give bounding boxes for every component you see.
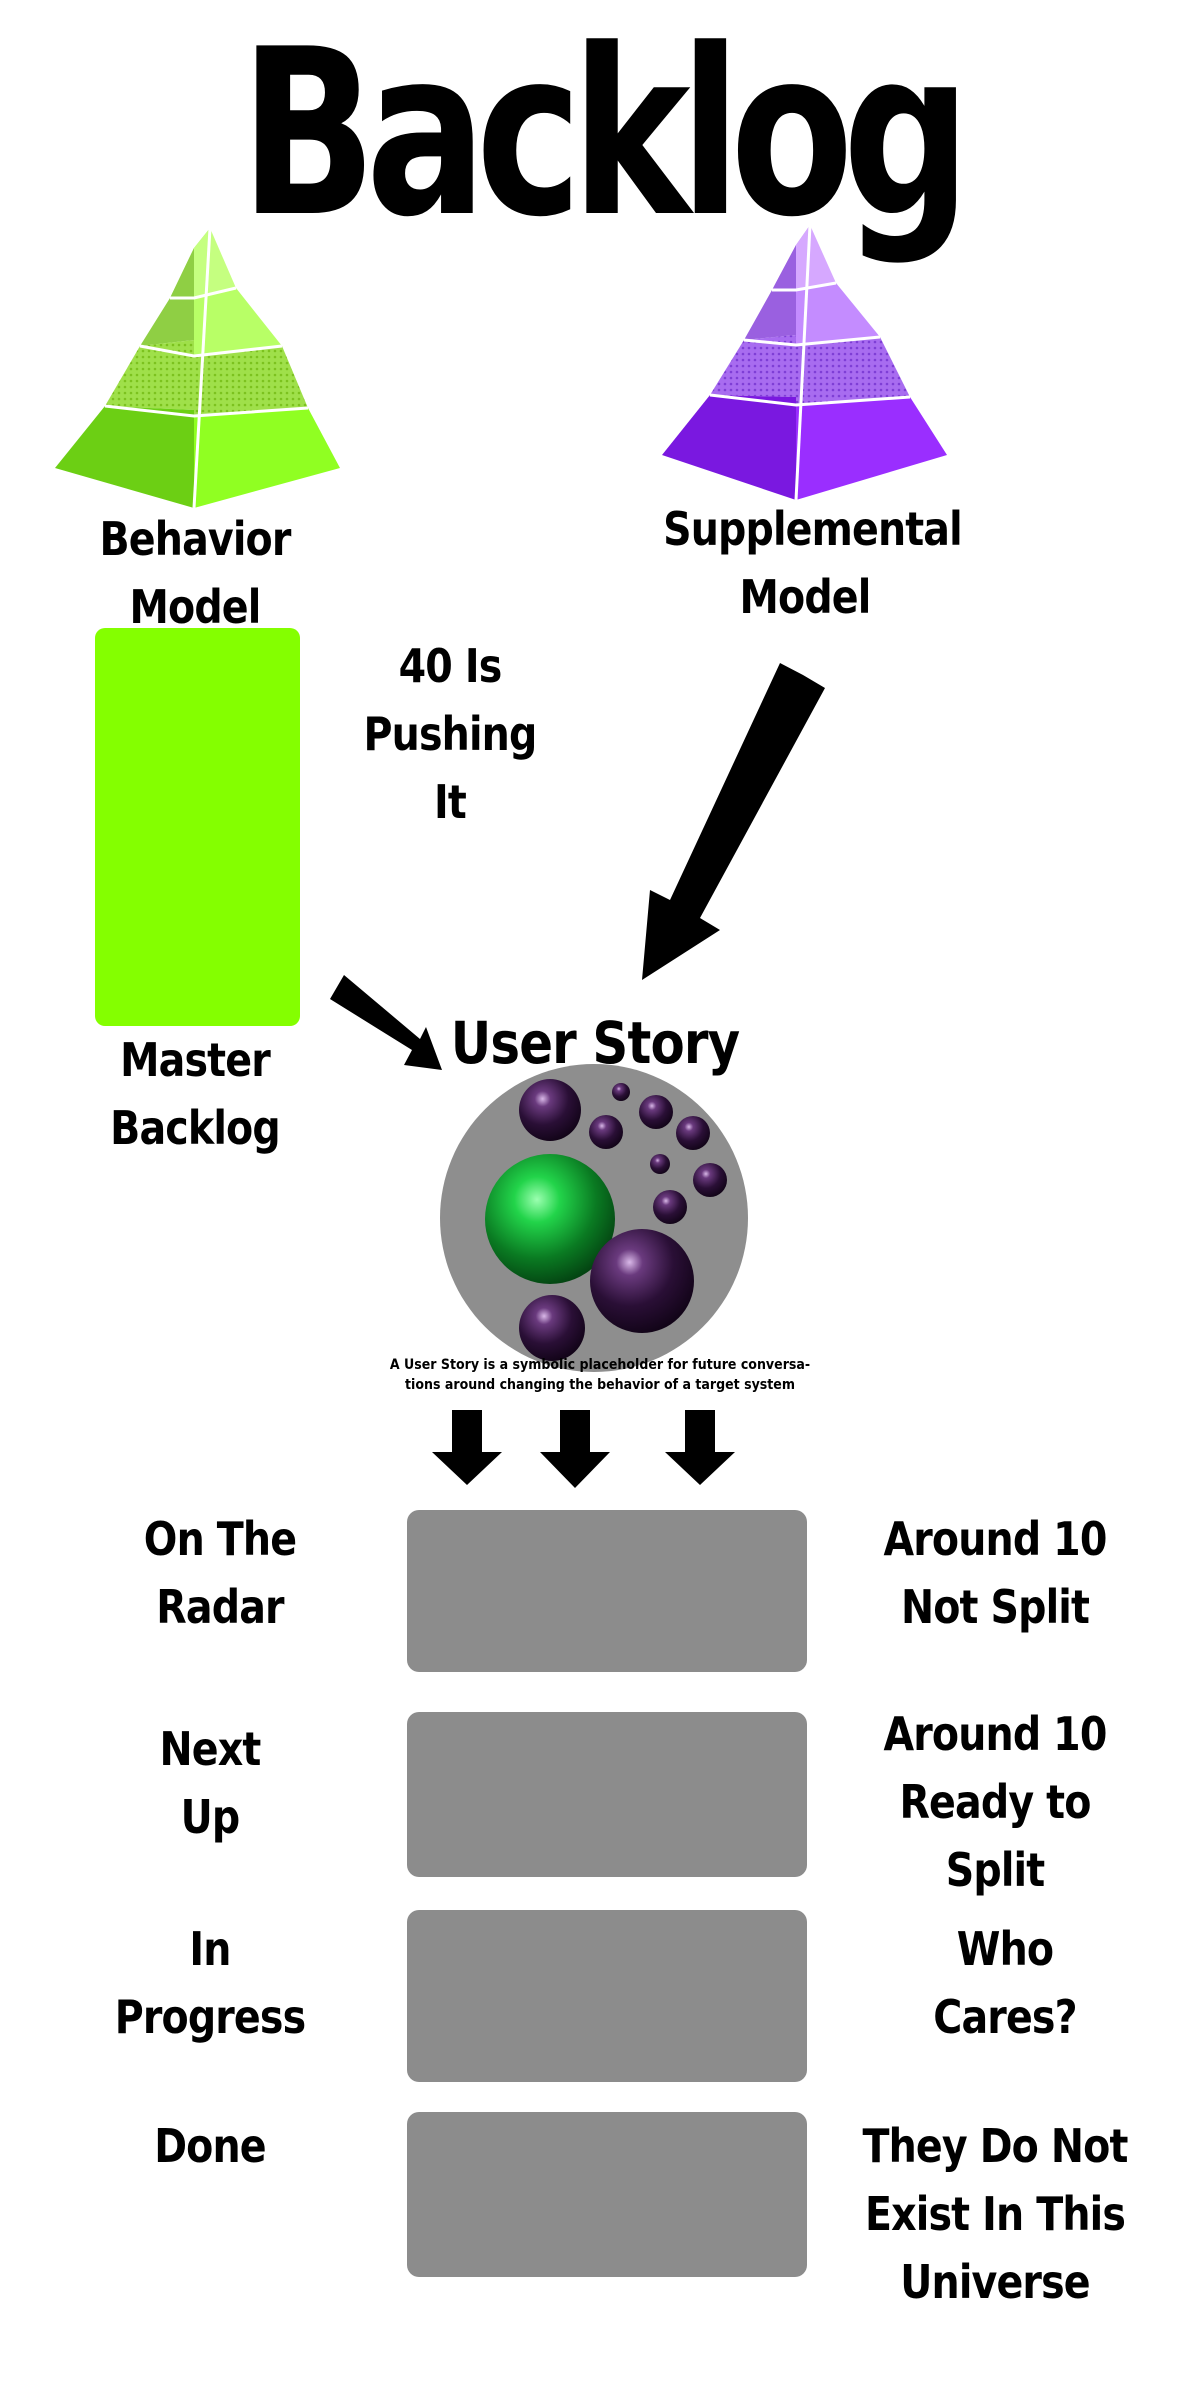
- stage-label-next-up: Next Up: [159, 1722, 262, 1844]
- backlog-limit-note: 40 Is Pushing It: [363, 639, 538, 829]
- stage-label-in-progress: In Progress: [114, 1922, 306, 2044]
- arrow-down-icon: [432, 1410, 502, 1485]
- arrow-down-left-icon: [642, 663, 825, 980]
- user-story-caption-line-1: A User Story is a symbolic placeholder f…: [389, 1357, 811, 1373]
- arrow-down-right-icon: [330, 975, 442, 1070]
- three-down-arrows: [432, 1410, 735, 1488]
- master-backlog-block: [95, 628, 300, 1026]
- stage-label-on-the-radar: On The Radar: [143, 1512, 297, 1634]
- stage-box-done: [407, 2112, 807, 2277]
- page-title: Backlog: [239, 1, 971, 268]
- stage-note-in-progress: Who Cares?: [933, 1922, 1077, 2044]
- user-story-circle: [440, 1064, 748, 1372]
- supplemental-model-pyramid-icon: [662, 225, 947, 501]
- master-backlog-label: Master Backlog: [110, 1033, 281, 1155]
- stage-box-next-up: [407, 1712, 807, 1877]
- stage-note-done: They Do Not Exist In This Universe: [862, 2119, 1128, 2309]
- stage-note-next-up: Around 10 Ready to Split: [883, 1707, 1107, 1897]
- stage-label-done: Done: [154, 2119, 266, 2173]
- behavior-model-pyramid-icon: [55, 228, 340, 509]
- stage-note-on-the-radar: Around 10 Not Split: [883, 1512, 1107, 1634]
- arrow-down-icon: [665, 1410, 735, 1485]
- user-story-caption-line-2: tions around changing the behavior of a …: [404, 1377, 795, 1393]
- arrow-down-icon: [540, 1410, 610, 1488]
- supplemental-model-label: Supplemental Model: [663, 502, 963, 624]
- stage-box-on-the-radar: [407, 1510, 807, 1672]
- stage-box-in-progress: [407, 1910, 807, 2082]
- behavior-model-label: Behavior Model: [99, 512, 291, 634]
